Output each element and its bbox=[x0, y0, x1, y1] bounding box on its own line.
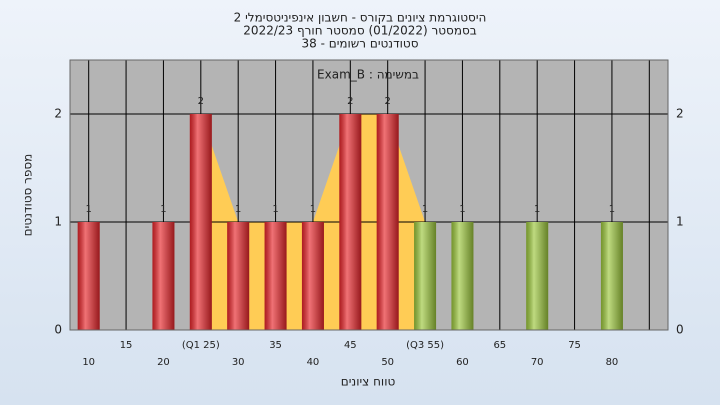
title-line: בסמסטר (01/2022) סמסטר חורף 2022/23 bbox=[243, 24, 476, 38]
bar-shine bbox=[600, 222, 623, 330]
y-axis-label: מספר סטודנטים bbox=[21, 154, 35, 237]
value-label: 1 bbox=[459, 204, 465, 215]
value-label: 1 bbox=[534, 204, 540, 215]
bar-shine bbox=[376, 114, 399, 330]
bar-shine bbox=[227, 222, 250, 330]
value-label: 1 bbox=[86, 204, 92, 215]
bar-shine bbox=[526, 222, 549, 330]
title-line: סטודנטים רשומים - 38 bbox=[301, 37, 418, 51]
x-tick-label: 10 bbox=[82, 357, 95, 368]
x-tick-label: (Q1 25) bbox=[182, 340, 220, 351]
x-tick-label: 20 bbox=[157, 357, 170, 368]
x-tick-label: 45 bbox=[344, 340, 357, 351]
bar-shine bbox=[451, 222, 474, 330]
value-label: 1 bbox=[160, 204, 166, 215]
value-label: 2 bbox=[347, 96, 353, 107]
bar-shine bbox=[264, 222, 287, 330]
value-label: 1 bbox=[609, 204, 615, 215]
bar-shine bbox=[77, 222, 100, 330]
x-tick-label: 35 bbox=[269, 340, 282, 351]
x-tick-label: 15 bbox=[120, 340, 133, 351]
value-label: 1 bbox=[272, 204, 278, 215]
x-tick-label: 50 bbox=[381, 357, 394, 368]
x-tick-label: 80 bbox=[606, 357, 619, 368]
value-label: 2 bbox=[385, 96, 391, 107]
plot-border bbox=[69, 59, 669, 331]
value-label: 2 bbox=[198, 96, 204, 107]
bar-shine bbox=[339, 114, 362, 330]
x-tick-label: 30 bbox=[232, 357, 245, 368]
bar-shine bbox=[152, 222, 175, 330]
x-tick-label: 40 bbox=[307, 357, 320, 368]
x-tick-label: 60 bbox=[456, 357, 469, 368]
bar-shine bbox=[301, 222, 324, 330]
x-tick-label: 70 bbox=[531, 357, 544, 368]
value-label: 1 bbox=[235, 204, 241, 215]
y-tick-label: 0 bbox=[54, 323, 62, 337]
x-tick-label: 65 bbox=[493, 340, 506, 351]
value-label: 1 bbox=[310, 204, 316, 215]
y-tick-label: 2 bbox=[54, 107, 62, 121]
value-label: 1 bbox=[422, 204, 428, 215]
y-tick-label-right: 2 bbox=[676, 107, 684, 121]
x-tick-label: 75 bbox=[568, 340, 581, 351]
y-tick-label-right: 1 bbox=[676, 215, 684, 229]
y-tick-label: 1 bbox=[54, 215, 62, 229]
title-line: היסטוגרמת ציונים בקורס - חשבון אינפיניטס… bbox=[234, 11, 487, 25]
x-axis-label: טווח ציונים bbox=[341, 375, 396, 389]
y-tick-label-right: 0 bbox=[676, 323, 684, 337]
bar-shine bbox=[414, 222, 437, 330]
annotation: Exam_B : במשימה bbox=[317, 68, 419, 82]
x-tick-label: (Q3 55) bbox=[406, 340, 444, 351]
bar-shine bbox=[189, 114, 212, 330]
